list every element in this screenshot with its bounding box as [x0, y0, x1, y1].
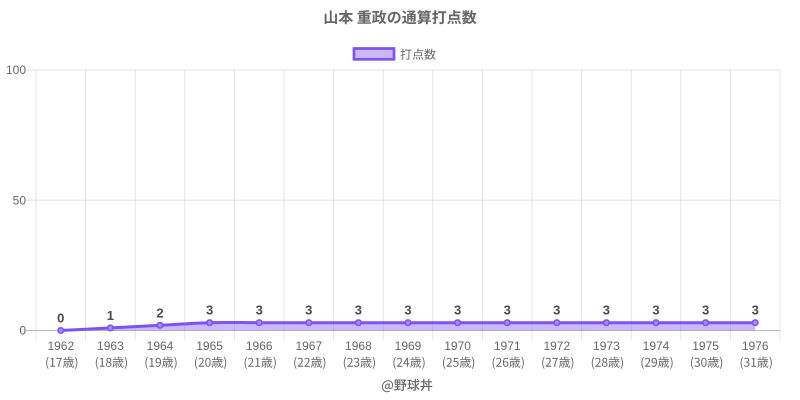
svg-text:3: 3: [404, 303, 411, 318]
svg-text:1967: 1967: [295, 339, 322, 353]
svg-text:3: 3: [702, 303, 709, 318]
svg-text:3: 3: [454, 303, 461, 318]
svg-text:3: 3: [355, 303, 362, 318]
svg-text:100: 100: [6, 63, 26, 77]
svg-text:1976: 1976: [742, 339, 769, 353]
svg-text:0: 0: [57, 311, 64, 326]
svg-text:1971: 1971: [494, 339, 521, 353]
svg-text:3: 3: [603, 303, 610, 318]
svg-text:3: 3: [256, 303, 263, 318]
svg-text:1968: 1968: [345, 339, 372, 353]
svg-text:1965: 1965: [196, 339, 223, 353]
svg-text:3: 3: [504, 303, 511, 318]
svg-text:2: 2: [156, 305, 163, 320]
svg-text:3: 3: [206, 303, 213, 318]
svg-text:1964: 1964: [147, 339, 174, 353]
svg-text:1969: 1969: [395, 339, 422, 353]
svg-text:1972: 1972: [543, 339, 570, 353]
svg-text:0: 0: [19, 324, 26, 338]
svg-text:3: 3: [752, 303, 759, 318]
svg-text:1966: 1966: [246, 339, 273, 353]
svg-text:3: 3: [305, 303, 312, 318]
svg-text:1963: 1963: [97, 339, 124, 353]
svg-text:1975: 1975: [692, 339, 719, 353]
svg-text:1: 1: [107, 308, 114, 323]
svg-text:1970: 1970: [444, 339, 471, 353]
svg-text:50: 50: [13, 193, 27, 207]
svg-text:3: 3: [553, 303, 560, 318]
svg-text:1973: 1973: [593, 339, 620, 353]
svg-text:3: 3: [652, 303, 659, 318]
svg-text:1962: 1962: [47, 339, 74, 353]
svg-text:1974: 1974: [643, 339, 670, 353]
